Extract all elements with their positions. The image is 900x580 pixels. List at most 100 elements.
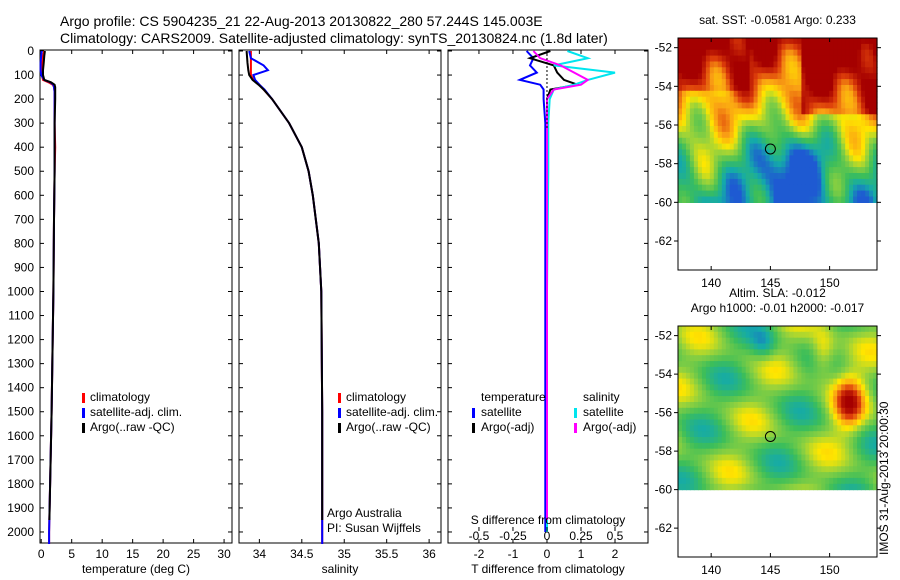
map-cell <box>717 79 723 86</box>
map-cell <box>686 442 691 450</box>
map-cell <box>777 38 783 45</box>
map-cell <box>781 390 787 397</box>
map-cell <box>717 331 723 339</box>
map-cell <box>693 73 699 80</box>
map-cell <box>829 326 834 333</box>
map-cell <box>729 190 735 198</box>
map-cell <box>773 361 779 368</box>
map-cell <box>753 390 759 397</box>
map-cell <box>797 43 802 51</box>
map-cell <box>725 431 731 438</box>
map-cell <box>713 161 719 168</box>
map-cell <box>709 114 715 121</box>
map-cell <box>837 137 842 145</box>
map-cell <box>853 55 858 63</box>
map-cell <box>725 442 731 450</box>
map-cell <box>773 43 779 51</box>
map-cell <box>689 366 695 374</box>
map-cell <box>797 384 802 391</box>
map-cell <box>717 114 723 121</box>
s-tick-label: -0.25 <box>499 529 527 543</box>
map-cell <box>865 366 870 374</box>
map-cell <box>693 431 699 438</box>
map-cell <box>705 96 711 104</box>
map-cell <box>857 372 862 380</box>
map-cell <box>797 79 802 86</box>
map-cell <box>853 61 858 68</box>
map-cell <box>761 137 767 145</box>
map-cell <box>777 178 783 186</box>
map-cell <box>865 390 870 397</box>
map-cell <box>733 337 739 345</box>
map-cell <box>809 90 814 98</box>
map-cell <box>753 55 759 63</box>
map-cell <box>829 413 834 421</box>
map-cell <box>781 108 787 115</box>
map-cell <box>829 349 834 356</box>
map-cell <box>817 43 822 51</box>
map-cell <box>837 126 842 133</box>
map-cell <box>873 43 878 51</box>
map-cell <box>725 155 731 162</box>
map-cell <box>789 96 794 104</box>
map-cell <box>721 349 727 356</box>
map-cell <box>713 431 719 438</box>
map-cell <box>841 355 846 362</box>
y-tick-label: 1800 <box>7 477 34 491</box>
map-cell <box>813 126 818 133</box>
map-cell <box>789 384 794 391</box>
map-cell <box>809 38 814 45</box>
map-cell <box>845 454 850 461</box>
map-cell <box>697 483 703 491</box>
map-cell <box>686 143 691 151</box>
map-cell <box>686 43 691 51</box>
map-cell <box>741 396 747 403</box>
map-cell <box>817 55 822 63</box>
map-cell <box>765 73 771 80</box>
map-cell <box>789 55 794 63</box>
map-cell <box>709 402 715 409</box>
map-cell <box>733 55 739 63</box>
map-cell <box>753 477 759 485</box>
map-cell <box>741 442 747 450</box>
map-cell <box>845 190 850 198</box>
map-cell <box>761 477 767 485</box>
map-cell <box>737 137 743 145</box>
map-cell <box>693 466 699 473</box>
map-cell <box>833 131 838 139</box>
map-cell <box>821 79 826 86</box>
map-cell <box>805 349 810 356</box>
map-cell <box>797 349 802 356</box>
map-cell <box>733 402 739 409</box>
map-cell <box>781 442 787 450</box>
map-cell <box>713 49 719 57</box>
map-cell <box>793 114 798 121</box>
map-cell <box>765 454 771 461</box>
y-tick-label: -58 <box>655 157 673 171</box>
map-cell <box>769 79 775 86</box>
map-cell <box>721 167 727 174</box>
map-cell <box>805 337 810 345</box>
map-cell <box>873 61 878 68</box>
map-cell <box>701 413 707 421</box>
map-cell <box>841 366 846 374</box>
map-cell <box>785 390 791 397</box>
map-cell <box>757 120 763 127</box>
map-cell <box>793 196 798 203</box>
map-cell <box>809 413 814 421</box>
map-cell <box>821 355 826 362</box>
map-cell <box>829 120 834 127</box>
map-cell <box>761 337 767 345</box>
map-cell <box>853 331 858 339</box>
map-cell <box>829 407 834 415</box>
map-cell <box>853 431 858 438</box>
map-cell <box>817 96 822 104</box>
map-cell <box>837 361 842 368</box>
map-cell <box>865 178 870 186</box>
map-cell <box>757 102 763 110</box>
map-cell <box>721 425 727 432</box>
map-cell <box>737 131 743 139</box>
map-cell <box>865 190 870 198</box>
map-cell <box>809 143 814 151</box>
map-cell <box>741 326 747 333</box>
